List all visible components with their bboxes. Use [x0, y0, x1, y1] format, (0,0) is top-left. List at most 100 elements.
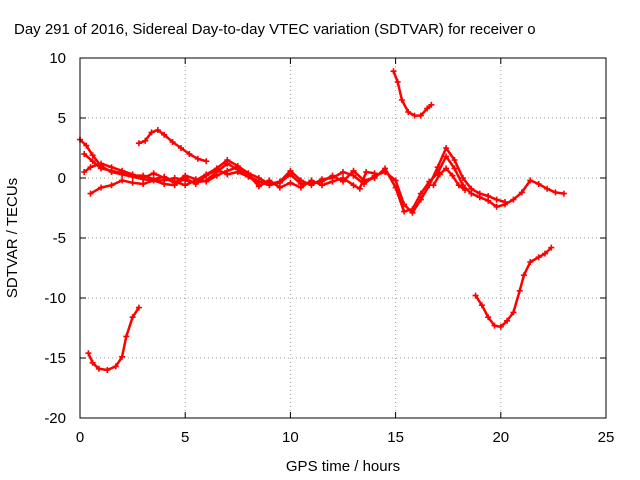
data-point [518, 189, 525, 196]
data-point [255, 179, 262, 186]
data-point [194, 155, 201, 162]
y-tick-label: -10 [44, 290, 66, 307]
data-point [527, 259, 534, 265]
data-point [340, 169, 346, 175]
series-line [78, 138, 566, 213]
data-point [472, 292, 479, 299]
data-point [287, 179, 294, 186]
data-point [424, 105, 431, 112]
data-point [527, 177, 534, 184]
data-point [417, 112, 424, 119]
data-point [411, 112, 418, 119]
data-point [81, 169, 88, 175]
data-point [510, 309, 517, 316]
data-point [276, 178, 283, 185]
data-point [245, 173, 252, 180]
data-point [224, 157, 231, 163]
data-point [443, 165, 450, 172]
data-point [340, 175, 346, 181]
data-point [203, 158, 210, 165]
data-point [443, 153, 450, 160]
data-point [104, 367, 111, 373]
data-point [186, 151, 193, 157]
data-point [462, 187, 469, 193]
data-point [192, 181, 199, 187]
data-point [428, 101, 435, 108]
y-tick-label: -5 [53, 230, 66, 247]
data-point [140, 181, 147, 187]
data-point [497, 323, 504, 330]
data-point [405, 109, 412, 115]
y-axis-label: SDTVAR / TECUs [4, 178, 21, 298]
data-point [308, 177, 315, 184]
series-layer [77, 68, 567, 373]
series-line [137, 128, 208, 163]
data-point [276, 184, 283, 191]
data-point [350, 172, 357, 179]
y-tick-label: -20 [44, 410, 66, 427]
x-tick-label: 10 [282, 429, 299, 446]
x-tick-label: 15 [387, 429, 404, 446]
x-axis-label: GPS time / hours [286, 458, 400, 475]
data-point [409, 209, 416, 216]
x-tick-label: 0 [76, 429, 84, 446]
data-point [161, 131, 168, 138]
plot-frame [79, 57, 607, 419]
data-point [83, 142, 90, 149]
data-point [203, 178, 210, 185]
data-point [510, 196, 517, 203]
data-point [177, 145, 184, 151]
data-point [297, 184, 304, 191]
data-point [430, 182, 437, 189]
data-point [382, 169, 389, 175]
data-point [89, 152, 96, 159]
data-point [119, 177, 126, 184]
data-series [85, 304, 142, 373]
data-point [451, 165, 458, 172]
data-point [98, 184, 105, 191]
data-point [112, 363, 119, 370]
data-point [329, 178, 336, 185]
data-point [129, 314, 136, 321]
data-series [430, 165, 469, 193]
data-series [135, 127, 210, 165]
data-point [401, 208, 408, 215]
data-point [135, 304, 142, 311]
data-point [85, 350, 92, 357]
data-point [476, 190, 483, 197]
data-point [266, 177, 273, 184]
data-point [401, 201, 408, 208]
data-point [535, 254, 542, 261]
data-point [89, 359, 96, 366]
data-point [234, 169, 241, 175]
data-point [182, 182, 189, 189]
data-point [516, 287, 523, 294]
data-series [472, 244, 555, 330]
data-point [169, 139, 176, 145]
data-point [87, 164, 94, 171]
data-point [552, 189, 559, 196]
data-point [150, 170, 157, 177]
data-series [87, 166, 262, 197]
data-point [81, 151, 88, 157]
data-point [491, 322, 498, 329]
data-point [468, 185, 475, 192]
data-point [443, 145, 450, 151]
data-point [363, 169, 370, 175]
y-tick-label: 0 [58, 170, 66, 187]
data-point [535, 181, 542, 187]
data-point [161, 175, 168, 181]
data-point [108, 164, 115, 171]
data-point [119, 167, 126, 174]
data-point [504, 317, 511, 324]
data-series [390, 68, 435, 119]
data-point [171, 182, 178, 189]
data-point [182, 175, 189, 181]
data-point [478, 302, 485, 309]
data-point [417, 196, 424, 203]
data-point [287, 167, 294, 174]
data-point [224, 171, 231, 178]
data-point [119, 353, 126, 360]
data-point [398, 97, 405, 103]
